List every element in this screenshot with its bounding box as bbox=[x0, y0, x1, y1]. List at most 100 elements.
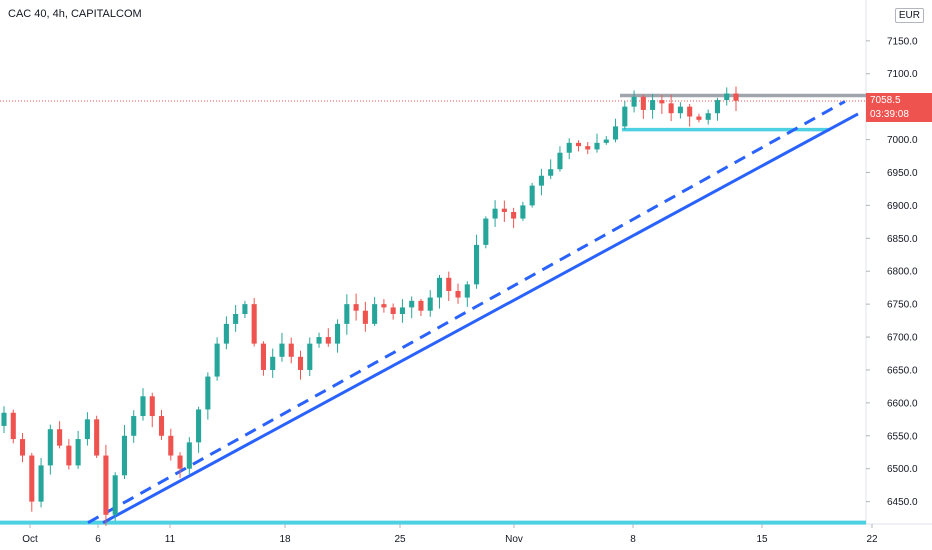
ascending-trendline bbox=[102, 112, 859, 525]
candle-body bbox=[260, 343, 266, 370]
candle-body bbox=[714, 100, 721, 114]
candle-body bbox=[492, 208, 498, 219]
candle-body bbox=[233, 314, 239, 324]
currency-label[interactable]: EUR bbox=[894, 8, 924, 23]
candle-body bbox=[409, 300, 415, 308]
y-tick-label: 7100.0 bbox=[887, 69, 918, 80]
y-tick-label: 6700.0 bbox=[887, 333, 918, 344]
candle-body bbox=[612, 126, 619, 140]
candle-body bbox=[538, 175, 544, 186]
candle-body bbox=[529, 185, 535, 206]
candle-body bbox=[196, 409, 202, 443]
candle-body bbox=[483, 218, 489, 245]
candle-body bbox=[121, 435, 128, 476]
candle-body bbox=[631, 96, 637, 107]
candle-body bbox=[29, 455, 35, 502]
candle-body bbox=[474, 244, 480, 285]
x-tick-label: 8 bbox=[630, 534, 636, 545]
candle-body bbox=[353, 304, 359, 311]
candle-body bbox=[288, 343, 294, 357]
y-axis: 7150.07100.07050.07000.06950.06900.06850… bbox=[866, 36, 918, 508]
candles bbox=[1, 86, 739, 526]
y-tick-label: 7150.0 bbox=[887, 36, 918, 47]
candle-body bbox=[381, 304, 387, 308]
last-price-tag: 7058.5 bbox=[866, 93, 932, 109]
trendlines bbox=[87, 100, 859, 525]
candle-body bbox=[390, 307, 396, 315]
candle-body bbox=[566, 142, 572, 153]
y-tick-label: 6650.0 bbox=[887, 365, 918, 376]
y-tick-label: 6500.0 bbox=[887, 464, 918, 475]
x-axis: Oct 6 11 18 25 Nov 8 15 22 bbox=[22, 524, 878, 545]
y-tick-label: 6800.0 bbox=[887, 267, 918, 278]
candle-body bbox=[214, 343, 220, 377]
candle-body bbox=[335, 323, 341, 344]
candle-body bbox=[47, 429, 53, 466]
bar-countdown: 03:39:08 bbox=[866, 107, 932, 123]
candle-body bbox=[557, 152, 563, 170]
x-tick-label: 25 bbox=[394, 534, 406, 545]
candle-body bbox=[705, 113, 711, 120]
candle-body bbox=[186, 442, 192, 469]
candle-body bbox=[501, 208, 507, 212]
candle-body bbox=[149, 396, 155, 417]
y-tick-label: 6900.0 bbox=[887, 201, 918, 212]
candle-body bbox=[446, 277, 452, 291]
y-tick-label: 6850.0 bbox=[887, 234, 918, 245]
candle-body bbox=[668, 103, 674, 114]
candle-body bbox=[511, 211, 517, 219]
candle-body bbox=[112, 475, 118, 515]
x-tick-label: 15 bbox=[756, 534, 768, 545]
candle-body bbox=[223, 323, 229, 344]
x-tick-label: 6 bbox=[95, 534, 101, 545]
candle-body bbox=[650, 100, 656, 110]
candle-body bbox=[168, 435, 174, 456]
candle-body bbox=[687, 106, 693, 117]
candle-body bbox=[270, 356, 276, 370]
y-tick-label: 7000.0 bbox=[887, 135, 918, 146]
y-tick-label: 6550.0 bbox=[887, 431, 918, 442]
candle-body bbox=[131, 416, 137, 436]
candle-body bbox=[94, 419, 100, 456]
candle-body bbox=[724, 93, 730, 101]
x-tick-label: Nov bbox=[505, 534, 523, 545]
candle-body bbox=[75, 439, 81, 466]
candle-body bbox=[436, 277, 443, 298]
candle-body bbox=[57, 429, 63, 446]
candle-body bbox=[418, 300, 424, 311]
candle-body bbox=[733, 93, 739, 101]
candle-body bbox=[177, 455, 183, 469]
candle-body bbox=[325, 337, 331, 344]
candle-body bbox=[10, 412, 16, 440]
candle-body bbox=[696, 116, 702, 120]
chart-title: CAC 40, 4h, CAPITALCOM bbox=[6, 8, 144, 20]
candle-body bbox=[372, 304, 378, 324]
candle-body bbox=[316, 337, 322, 344]
candle-body bbox=[622, 106, 628, 127]
candle-body bbox=[140, 396, 146, 417]
candle-body bbox=[575, 142, 582, 147]
candle-body bbox=[585, 146, 591, 150]
x-tick-label: 22 bbox=[866, 534, 878, 545]
candle-body bbox=[297, 356, 304, 370]
y-tick-label: 6750.0 bbox=[887, 300, 918, 311]
candle-body bbox=[205, 376, 211, 410]
candle-body bbox=[38, 465, 44, 502]
candle-body bbox=[1, 412, 7, 426]
candle-body bbox=[427, 297, 433, 311]
candle-body bbox=[19, 439, 26, 456]
candle-body bbox=[279, 343, 285, 357]
candle-body bbox=[399, 307, 405, 315]
x-tick-label: 18 bbox=[279, 534, 291, 545]
candle-body bbox=[84, 419, 90, 440]
candle-body bbox=[548, 169, 554, 176]
key-levels bbox=[0, 93, 866, 525]
candle-body bbox=[362, 310, 368, 324]
y-tick-label: 6600.0 bbox=[887, 398, 918, 409]
candle-body bbox=[158, 416, 165, 436]
candle-body bbox=[677, 106, 683, 114]
candle-body bbox=[66, 445, 72, 466]
candle-body bbox=[307, 343, 313, 370]
